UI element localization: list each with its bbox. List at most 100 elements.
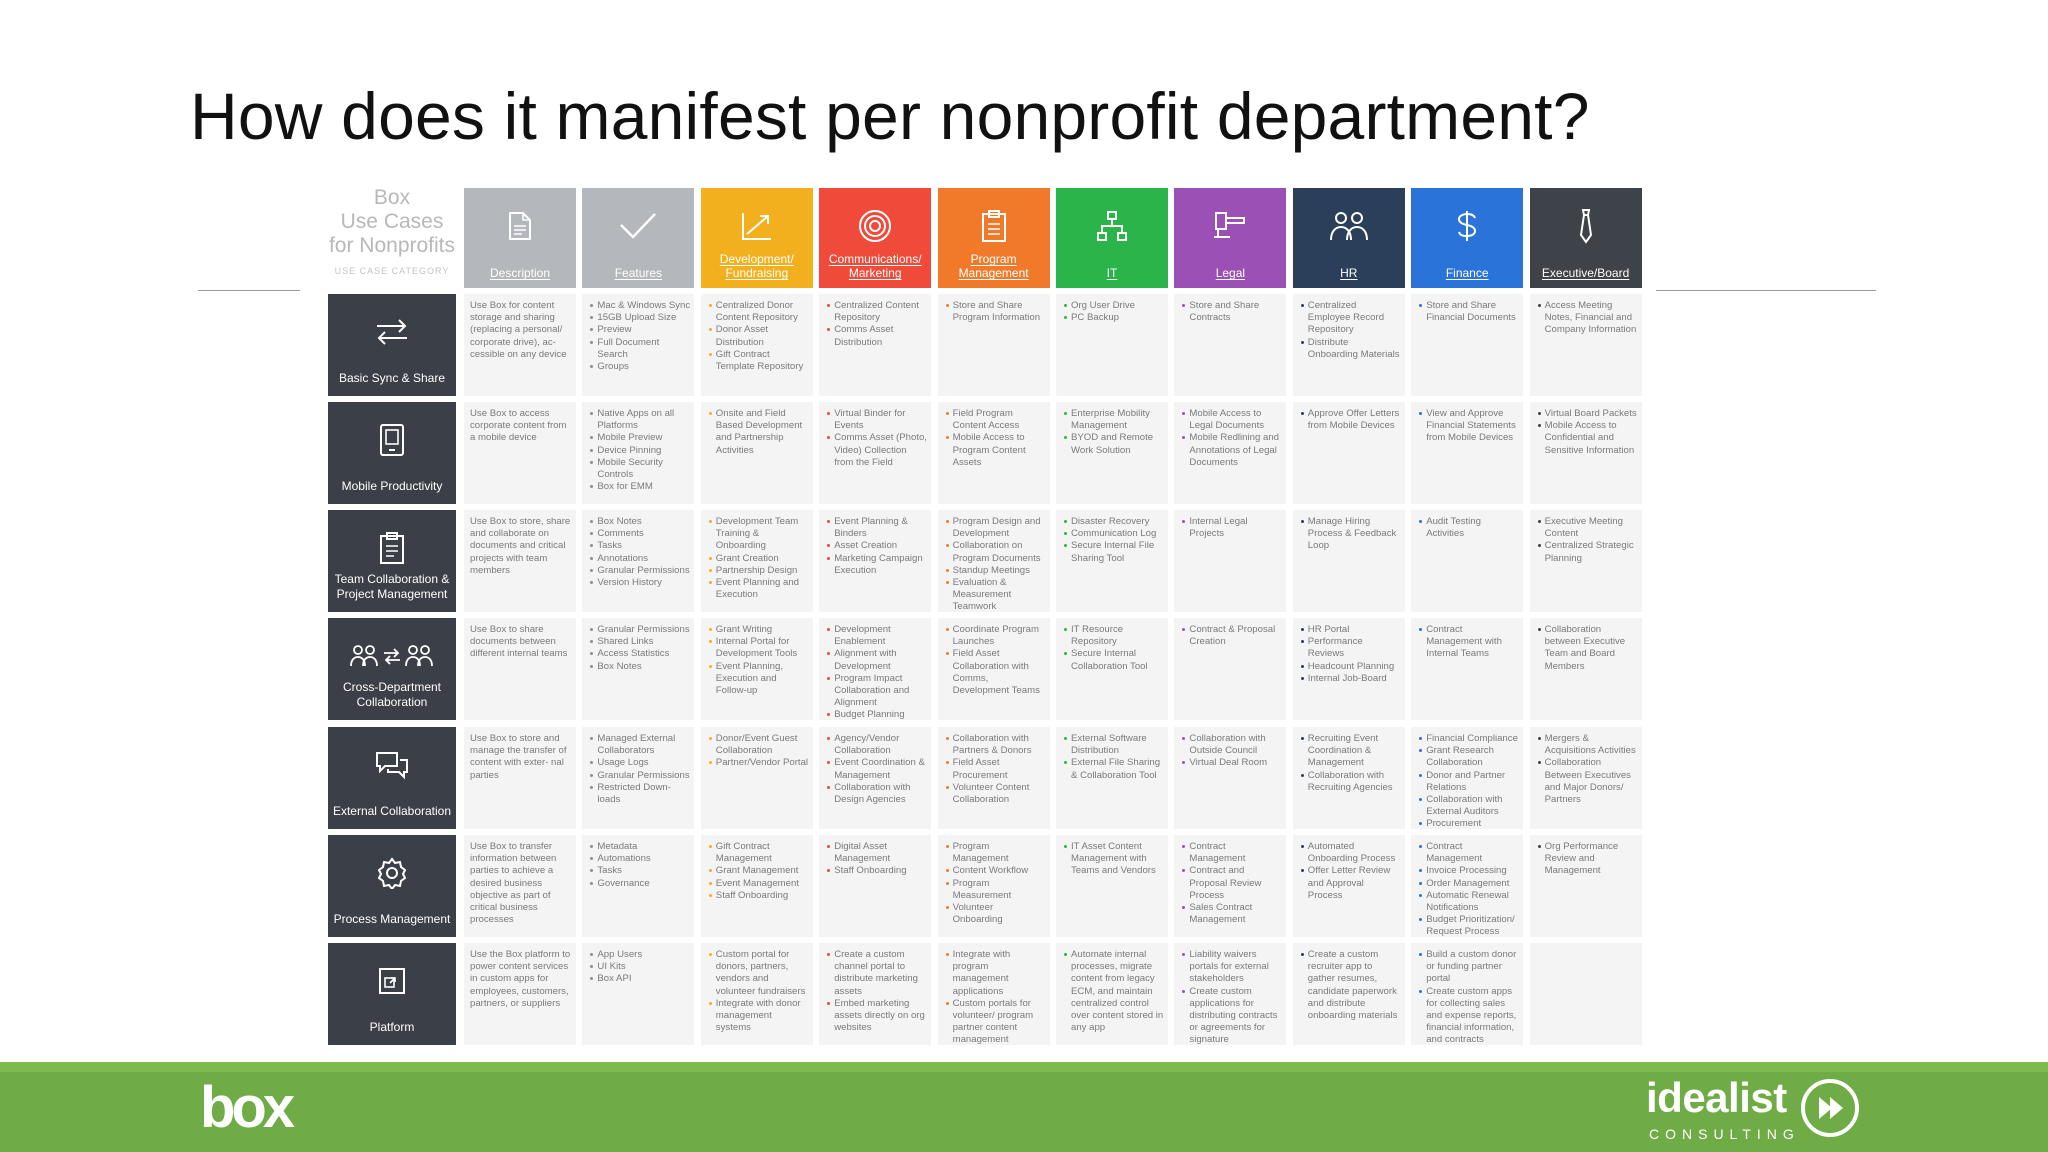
cell-bullet-item: Field Asset Collaboration with Comms, De… bbox=[945, 648, 1046, 697]
row-header-external-collaboration: External Collaboration bbox=[328, 727, 456, 829]
cell-bullet-item: Collaboration with Outside Council bbox=[1182, 733, 1282, 757]
matrix-cell: Automated Onboarding Process Offer Letter… bbox=[1292, 835, 1405, 937]
cell-bullet-item: Program Design and Development bbox=[945, 516, 1046, 540]
cell-bullet-item: Secure Internal File Sharing Tool bbox=[1064, 540, 1164, 564]
cell-bullet-item: Store and Share Contracts bbox=[1182, 300, 1282, 324]
matrix-cell: Gift Contract Management Grant Management… bbox=[700, 835, 813, 937]
cell-bullet-item: Secure Internal Collaboration Tool bbox=[1064, 648, 1164, 672]
cell-bullet-item: Managed External Collaborators bbox=[590, 733, 690, 757]
cell-bullet-list: Virtual Board Packets Mobile Access to Co… bbox=[1536, 408, 1638, 457]
matrix-cell: Native Apps on all Platforms Mobile Previ… bbox=[582, 402, 695, 504]
cell-bullet-item: Access Statistics bbox=[590, 648, 690, 660]
matrix-cell: View and Approve Financial Statements fr… bbox=[1411, 402, 1524, 504]
cell-bullet-item: Mobile Security Controls bbox=[590, 457, 690, 481]
cell-bullet-item: Enterprise Mobility Management bbox=[1064, 408, 1164, 432]
cell-bullet-item: Donor Asset Distribution bbox=[708, 324, 809, 348]
cell-bullet-list: Recruiting Event Coordination & Manageme… bbox=[1299, 733, 1401, 794]
cell-bullet-list: Create a custom recruiter app to gather … bbox=[1299, 949, 1401, 1022]
cell-bullet-item: Collaboration with Partners & Donors bbox=[945, 733, 1046, 757]
cell-bullet-item: Internal Portal for Development Tools bbox=[708, 636, 809, 660]
cell-bullet-item: Metadata bbox=[590, 841, 690, 853]
divider-left bbox=[198, 290, 300, 291]
cell-bullet-item: Box Notes bbox=[590, 516, 690, 528]
cell-bullet-item: Integrate with program management applic… bbox=[945, 949, 1046, 998]
cell-bullet-item: Event Coordination & Management bbox=[827, 757, 927, 781]
row-header-platform: Platform bbox=[328, 943, 456, 1045]
cell-bullet-list: Automate internal processes, migrate con… bbox=[1062, 949, 1164, 1034]
cell-bullet-item: Mac & Windows Sync bbox=[590, 300, 691, 311]
cell-bullet-list: Collaboration between Executive Team and… bbox=[1536, 624, 1638, 673]
cell-bullet-item: IT Asset Content Management with Teams a… bbox=[1064, 841, 1164, 878]
cell-bullet-list: Centralized Donor Content Repository Dono… bbox=[707, 300, 809, 373]
cell-bullet-list: Metadata Automations Tasks Governance bbox=[588, 841, 690, 890]
cell-bullet-item: Collaboration Between Executives and Maj… bbox=[1537, 757, 1638, 806]
divider-right bbox=[1656, 290, 1876, 291]
row-header-process-management: Process Management bbox=[328, 835, 456, 937]
cell-bullet-item: Usage Logs bbox=[590, 757, 690, 769]
cell-bullet-list: Managed External Collaborators Usage Logs… bbox=[588, 733, 690, 806]
cell-bullet-item: Centralized Donor Content Repository bbox=[708, 300, 809, 324]
clipboard-icon bbox=[938, 206, 1050, 246]
cell-bullet-item: Content Workflow bbox=[945, 865, 1046, 877]
cell-bullet-item: Contract and Proposal Review Process bbox=[1182, 865, 1282, 902]
cell-bullet-item: Collaboration with External Auditors bbox=[1419, 794, 1519, 818]
cell-bullet-item: Custom portals for volunteer/ program pa… bbox=[945, 998, 1046, 1045]
cell-bullet-list: Executive Meeting Content Centralized Str… bbox=[1536, 516, 1638, 565]
cell-bullet-item: Shared Links bbox=[590, 636, 690, 648]
matrix-cell: Store and Share Program Information bbox=[937, 294, 1050, 396]
matrix-cell: Contract Management Invoice Processing Ord… bbox=[1411, 835, 1524, 937]
cell-bullet-item: Centralized Employee Record Repository bbox=[1300, 300, 1401, 337]
cell-bullet-list: Build a custom donor or funding partner … bbox=[1417, 949, 1519, 1045]
idealist-subtitle: CONSULTING bbox=[1649, 1126, 1800, 1142]
cell-bullet-item: App Users bbox=[590, 949, 690, 961]
row-header-mobile-productivity: Mobile Productivity bbox=[328, 402, 456, 504]
cell-bullet-item: Partner/Vendor Portal bbox=[708, 757, 809, 769]
cell-bullet-list: Digital Asset Management Staff Onboarding bbox=[825, 841, 927, 878]
cell-bullet-item: Budget Planning bbox=[827, 709, 927, 720]
column-header-label: IT bbox=[1106, 266, 1118, 280]
cell-bullet-item: HR Portal bbox=[1300, 624, 1401, 636]
matrix-cell: Custom portal for donors, partners, vend… bbox=[700, 943, 813, 1045]
matrix-cell: Coordinate Program Launches Field Asset C… bbox=[937, 618, 1050, 720]
groups-exchange-icon bbox=[328, 636, 456, 676]
cell-bullet-item: External Software Distribution bbox=[1064, 733, 1164, 757]
cell-bullet-list: Donor/Event Guest Collaboration Partner/V… bbox=[707, 733, 809, 770]
cell-bullet-list: Access Meeting Notes, Financial and Comp… bbox=[1536, 300, 1638, 337]
cell-bullet-item: Offer Letter Review and Approval Process bbox=[1300, 865, 1401, 902]
cell-bullet-list: Contract Management Invoice Processing Ord… bbox=[1417, 841, 1519, 937]
cell-bullet-item: Event Planning & Binders bbox=[827, 516, 927, 540]
cell-bullet-item: Grant Management bbox=[708, 865, 809, 877]
matrix-cell: Use Box to share documents between diffe… bbox=[464, 618, 576, 720]
matrix-cell: Create a custom recruiter app to gather … bbox=[1292, 943, 1405, 1045]
matrix-cell: Use the Box platform to power content se… bbox=[464, 943, 576, 1045]
column-header-features: Features bbox=[582, 188, 695, 288]
row-header-basic-sync-share: Basic Sync & Share bbox=[328, 294, 456, 396]
column-header-label: HR bbox=[1340, 266, 1358, 280]
cell-bullet-item: Virtual Deal Room bbox=[1182, 757, 1282, 769]
cell-bullet-list: Contract & Proposal Creation bbox=[1180, 624, 1282, 648]
cell-description: Use Box to transfer information between … bbox=[470, 841, 557, 926]
cell-bullet-list: View and Approve Financial Statements fr… bbox=[1417, 408, 1519, 445]
cell-bullet-item: Create a custom channel portal to distri… bbox=[827, 949, 927, 998]
row-header-team-collaboration-project-management: Team Collaboration & Project Management bbox=[328, 510, 456, 612]
cell-bullet-list: Contract Management with Internal Teams bbox=[1417, 624, 1519, 661]
matrix-cell: Field Program Content Access Mobile Acces… bbox=[937, 402, 1050, 504]
cell-bullet-item: Staff Onboarding bbox=[708, 890, 809, 902]
cell-bullet-item: Tasks bbox=[590, 540, 690, 552]
cell-bullet-list: Financial Compliance Grant Research Colla… bbox=[1417, 733, 1519, 829]
sync-arrows-icon bbox=[328, 312, 456, 352]
corner-line: Box bbox=[373, 186, 411, 209]
cell-bullet-item: Box for EMM bbox=[590, 481, 690, 493]
cell-description: Use Box to share documents between diffe… bbox=[470, 624, 568, 660]
fast-forward-icon bbox=[1801, 1079, 1859, 1137]
cell-bullet-item: Collaboration with Recruiting Agencies bbox=[1300, 770, 1401, 794]
cell-bullet-item: Evaluation & Measurement Teamwork bbox=[945, 577, 1046, 612]
column-header-description: Description bbox=[464, 188, 576, 288]
clipboard-list-icon bbox=[328, 528, 456, 568]
matrix-cell: Approve Offer Letters from Mobile Device… bbox=[1292, 402, 1405, 504]
cell-bullet-item: Communication Log bbox=[1064, 528, 1164, 540]
corner-line: for Nonprofits bbox=[328, 234, 456, 257]
cell-bullet-list: Box Notes Comments Tasks Annotations Granula… bbox=[588, 516, 690, 589]
cell-bullet-list: IT Resource Repository Secure Internal Co… bbox=[1062, 624, 1164, 673]
column-header-communications-marketing: Communications/ Marketing bbox=[819, 188, 932, 288]
